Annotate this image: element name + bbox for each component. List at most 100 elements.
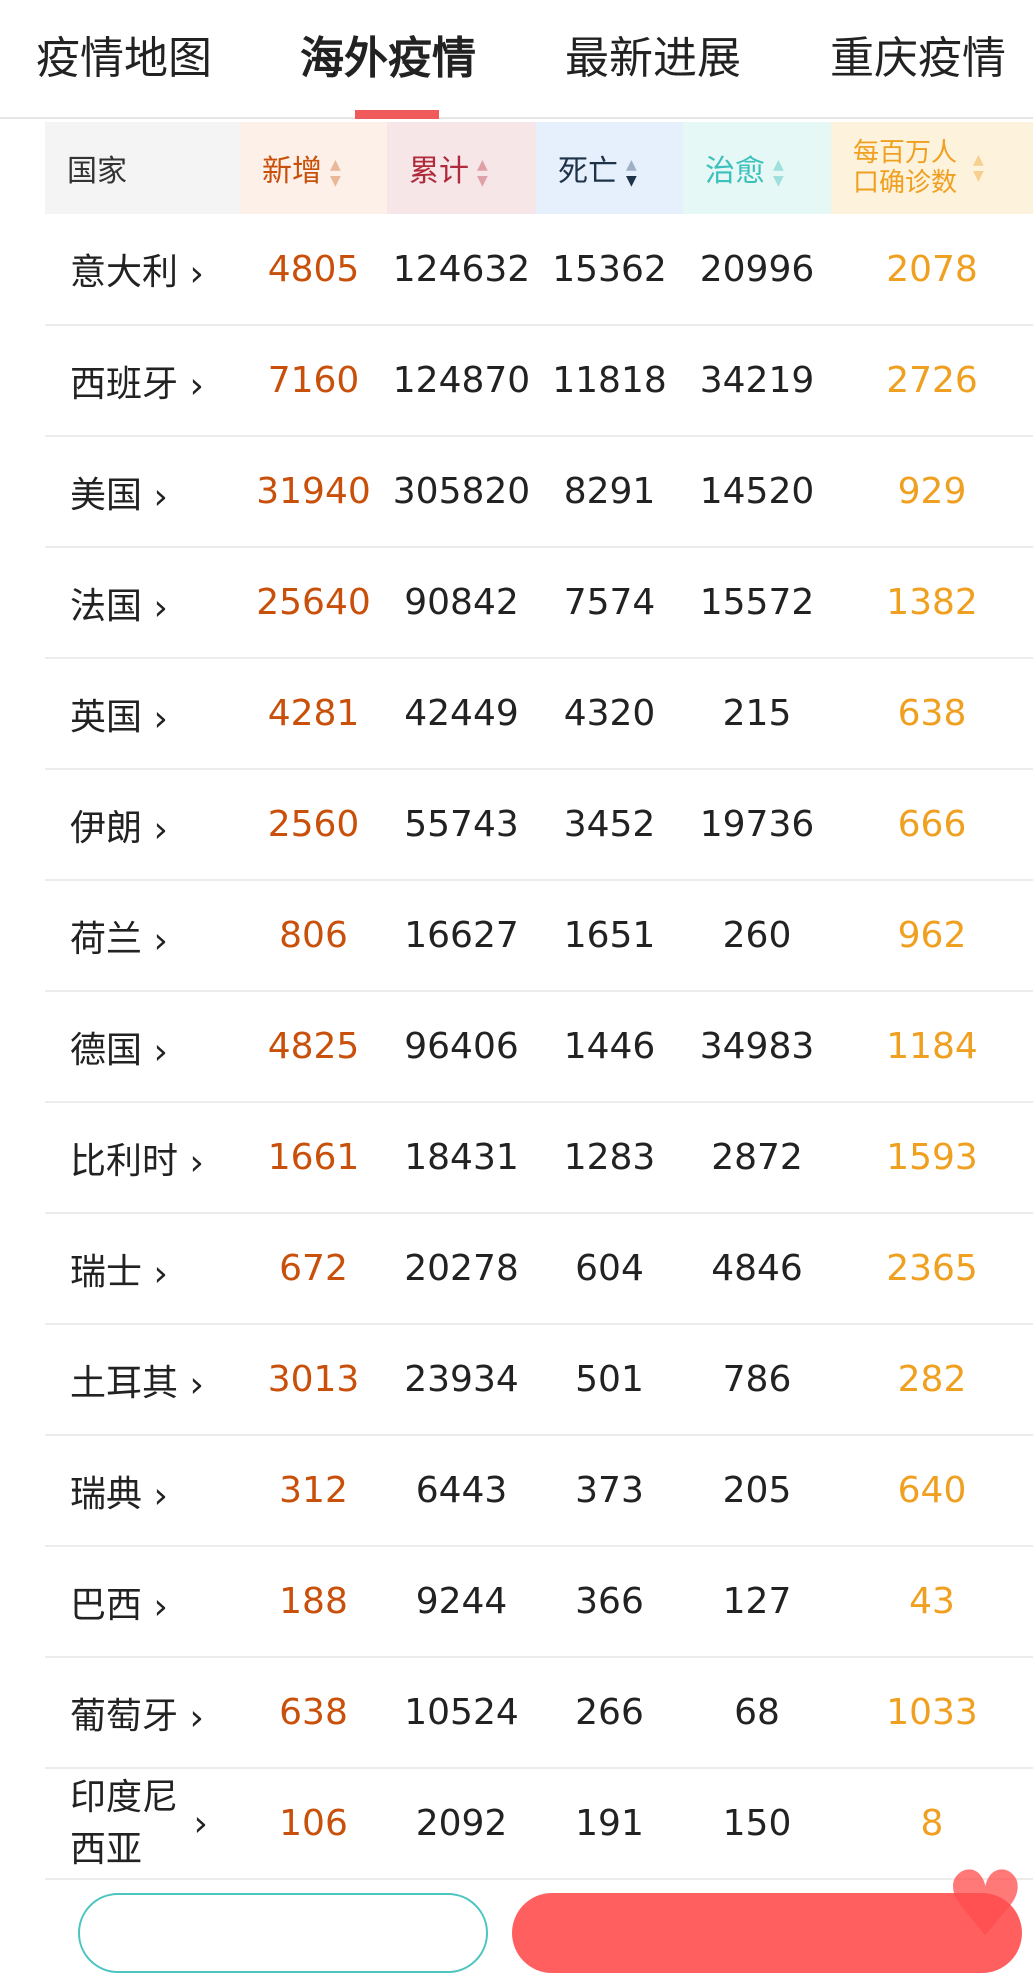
header-total[interactable]: 累计 ▲ ▼ [387, 122, 536, 214]
header-cured[interactable]: 治愈 ▲ ▼ [683, 122, 831, 214]
per-million-cell-text: 640 [897, 1470, 967, 1511]
country-cell-text: 伊朗 [70, 807, 143, 849]
table-row[interactable]: 瑞典 › 312 6443 373 205 640 [45, 1435, 1033, 1547]
country-cell[interactable]: 美国 › [45, 436, 240, 548]
country-cell-text: 巴西 [70, 1584, 143, 1626]
new-cell: 1661 [240, 1102, 387, 1214]
table-row[interactable]: 印度尼西亚 › 106 2092 191 150 8 [45, 1768, 1033, 1880]
cured-cell-text: 34219 [699, 360, 815, 401]
country-cell[interactable]: 土耳其 › [45, 1324, 240, 1436]
chevron-right-icon: › [142, 1031, 168, 1072]
per-million-cell-text: 1184 [886, 1026, 978, 1067]
country-cell[interactable]: 巴西 › [45, 1546, 240, 1658]
table-row[interactable]: 荷兰 › 806 16627 1651 260 962 [45, 880, 1033, 992]
country-table: 国家 新增 ▲ ▼ 累计 ▲ ▼ 死亡 ▲ ▼ 治愈 ▲ ▼ 每百万人口确诊数 ▲ ▼ 意大利 › 4… [45, 122, 1033, 1880]
header-deaths[interactable]: 死亡 ▲ ▼ [536, 122, 683, 214]
country-cell[interactable]: 伊朗 › [45, 769, 240, 881]
tab-epidemic-map[interactable]: 疫情地图 [36, 33, 212, 84]
country-cell[interactable]: 比利时 › [45, 1102, 240, 1214]
deaths-cell-text: 191 [575, 1803, 644, 1844]
country-cell[interactable]: 意大利 › [45, 214, 240, 326]
table-row[interactable]: 瑞士 › 672 20278 604 4846 2365 [45, 1213, 1033, 1325]
total-cell: 10524 [387, 1657, 536, 1769]
country-cell[interactable]: 印度尼西亚 › [45, 1768, 240, 1880]
total-cell: 2092 [387, 1768, 536, 1880]
per-million-cell: 8 [831, 1768, 1033, 1880]
total-cell-text: 6443 [415, 1470, 508, 1511]
new-cell: 638 [240, 1657, 387, 1769]
table-row[interactable]: 土耳其 › 3013 23934 501 786 282 [45, 1324, 1033, 1436]
deaths-cell-text: 3452 [563, 804, 656, 845]
deaths-cell: 191 [536, 1768, 683, 1880]
new-cell: 31940 [240, 436, 387, 548]
sort-icon: ▲ ▼ [330, 156, 341, 189]
new-cell-text: 4805 [267, 248, 360, 290]
tab-overseas[interactable]: 海外疫情 [300, 33, 476, 84]
cured-cell-text: 14520 [699, 471, 815, 512]
deaths-cell-text: 1446 [563, 1026, 656, 1067]
deaths-cell-text: 366 [575, 1581, 644, 1622]
header-deaths-label: 死亡 [558, 154, 618, 189]
table-row[interactable]: 伊朗 › 2560 55743 3452 19736 666 [45, 769, 1033, 881]
heart-icon[interactable]: ♥ [945, 1852, 1026, 1957]
deaths-cell-text: 7574 [563, 582, 656, 623]
country-cell[interactable]: 英国 › [45, 658, 240, 770]
table-row[interactable]: 英国 › 4281 42449 4320 215 638 [45, 658, 1033, 770]
per-million-cell-text: 2365 [886, 1248, 978, 1289]
total-cell-text: 90842 [404, 582, 519, 623]
per-million-cell-text: 1593 [886, 1137, 978, 1178]
cured-cell: 34983 [683, 991, 831, 1103]
country-cell[interactable]: 荷兰 › [45, 880, 240, 992]
cured-cell-text: 215 [722, 693, 792, 734]
table-row[interactable]: 美国 › 31940 305820 8291 14520 929 [45, 436, 1033, 548]
cured-cell: 15572 [683, 547, 831, 659]
country-cell-text: 瑞士 [70, 1251, 143, 1293]
chevron-right-icon: › [142, 1253, 168, 1294]
per-million-cell: 638 [831, 658, 1033, 770]
header-per-million[interactable]: 每百万人口确诊数 ▲ ▼ [831, 122, 1033, 214]
cured-cell: 260 [683, 880, 831, 992]
table-row[interactable]: 意大利 › 4805 124632 15362 20996 2078 [45, 214, 1033, 326]
deaths-cell: 373 [536, 1435, 683, 1547]
active-tab-indicator [355, 110, 439, 119]
country-cell[interactable]: 德国 › [45, 991, 240, 1103]
country-cell[interactable]: 葡萄牙 › [45, 1657, 240, 1769]
per-million-cell: 1382 [831, 547, 1033, 659]
total-cell-text: 9244 [415, 1581, 508, 1622]
country-cell[interactable]: 法国 › [45, 547, 240, 659]
sort-icon: ▲ ▼ [973, 152, 984, 184]
table-row[interactable]: 葡萄牙 › 638 10524 266 68 1033 [45, 1657, 1033, 1769]
header-new[interactable]: 新增 ▲ ▼ [240, 122, 387, 214]
table-row[interactable]: 巴西 › 188 9244 366 127 43 [45, 1546, 1033, 1658]
country-cell[interactable]: 西班牙 › [45, 325, 240, 437]
chevron-right-icon: › [182, 1803, 208, 1844]
country-cell[interactable]: 瑞士 › [45, 1213, 240, 1325]
deaths-cell: 501 [536, 1324, 683, 1436]
deaths-cell: 8291 [536, 436, 683, 548]
deaths-cell: 366 [536, 1546, 683, 1658]
tab-latest[interactable]: 最新进展 [565, 33, 741, 84]
per-million-cell-text: 2078 [886, 248, 978, 290]
chevron-right-icon: › [178, 365, 204, 406]
cured-cell: 786 [683, 1324, 831, 1436]
total-cell-text: 20278 [404, 1248, 519, 1289]
total-cell-text: 305820 [392, 471, 531, 512]
total-cell: 42449 [387, 658, 536, 770]
per-million-cell-text: 666 [897, 804, 967, 845]
deaths-cell: 266 [536, 1657, 683, 1769]
cured-cell-text: 150 [722, 1803, 792, 1844]
chevron-right-icon: › [142, 698, 168, 739]
country-cell-text: 比利时 [70, 1140, 179, 1182]
new-cell: 312 [240, 1435, 387, 1547]
table-row[interactable]: 法国 › 25640 90842 7574 15572 1382 [45, 547, 1033, 659]
country-cell[interactable]: 瑞典 › [45, 1435, 240, 1547]
per-million-cell: 1593 [831, 1102, 1033, 1214]
cured-cell: 68 [683, 1657, 831, 1769]
total-cell: 9244 [387, 1546, 536, 1658]
table-row[interactable]: 比利时 › 1661 18431 1283 2872 1593 [45, 1102, 1033, 1214]
country-cell-text: 葡萄牙 [70, 1695, 179, 1737]
tab-chongqing[interactable]: 重庆疫情 [830, 33, 1006, 84]
secondary-bottom-button[interactable] [78, 1893, 488, 1973]
table-row[interactable]: 德国 › 4825 96406 1446 34983 1184 [45, 991, 1033, 1103]
table-row[interactable]: 西班牙 › 7160 124870 11818 34219 2726 [45, 325, 1033, 437]
